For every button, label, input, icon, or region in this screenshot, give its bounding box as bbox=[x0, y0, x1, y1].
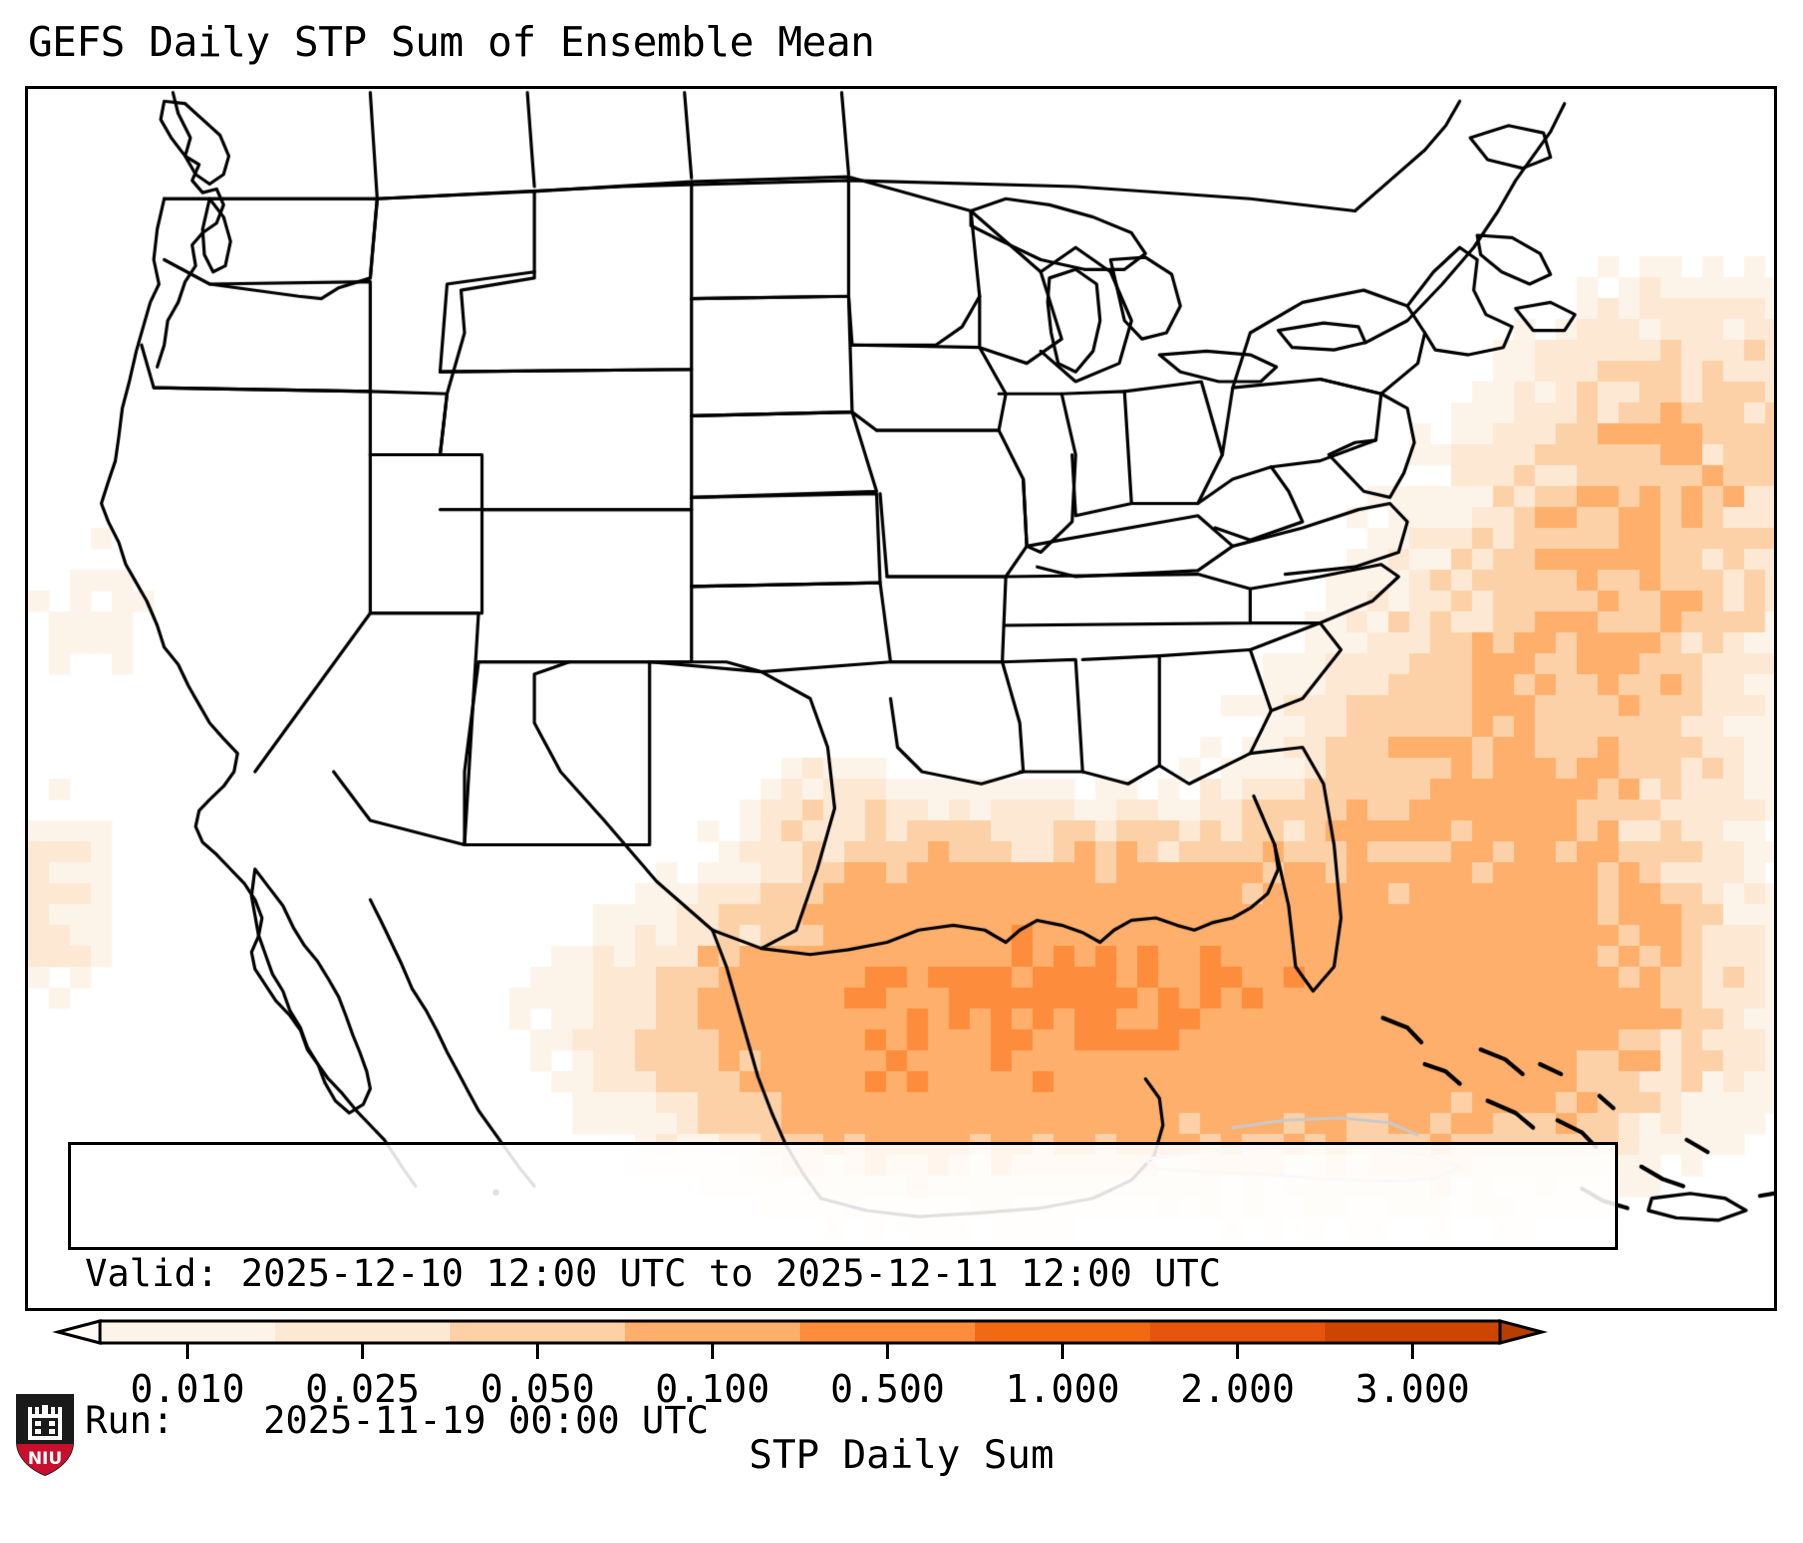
map-plot-area bbox=[25, 86, 1777, 1311]
colorbar-tick-label: 1.000 bbox=[1005, 1367, 1120, 1411]
colorbar-tick-labels: 0.010 0.025 0.050 0.100 0.500 1.000 2.000 3.000 bbox=[0, 1367, 1803, 1427]
colorbar-tick-label: 0.100 bbox=[655, 1367, 770, 1411]
valid-time-line: Valid: 2025-12-10 12:00 UTC to 2025-12-1… bbox=[85, 1252, 1222, 1295]
colorbar-tick-label: 0.010 bbox=[130, 1367, 245, 1411]
colorbar-tick-label: 3.000 bbox=[1355, 1367, 1470, 1411]
colorbar-axis-label: STP Daily Sum bbox=[748, 1433, 1055, 1478]
page-title: GEFS Daily STP Sum of Ensemble Mean bbox=[28, 18, 875, 66]
colorbar-tick-label: 2.000 bbox=[1180, 1367, 1295, 1411]
colorbar: 0.010 0.025 0.050 0.100 0.500 1.000 2.000 3.000… bbox=[0, 1315, 1803, 1500]
run-time-line: Run: 2025-11-19 00:00 UTC bbox=[85, 1399, 709, 1442]
colorbar-swatches bbox=[52, 1319, 1548, 1359]
colorbar-tick-label: 0.500 bbox=[830, 1367, 945, 1411]
niu-logo: NIU bbox=[16, 1394, 74, 1476]
map-geography-layer bbox=[28, 89, 1774, 1308]
colorbar-tick-label: 0.050 bbox=[480, 1367, 595, 1411]
colorbar-tick-label: 0.025 bbox=[305, 1367, 420, 1411]
figure-root: GEFS Daily STP Sum of Ensemble Mean Vali… bbox=[0, 18, 1803, 1500]
valid-run-info-box: Valid: 2025-12-10 12:00 UTC to 2025-12-1… bbox=[68, 1142, 1618, 1442]
niu-logo-text: NIU bbox=[28, 1449, 62, 1469]
